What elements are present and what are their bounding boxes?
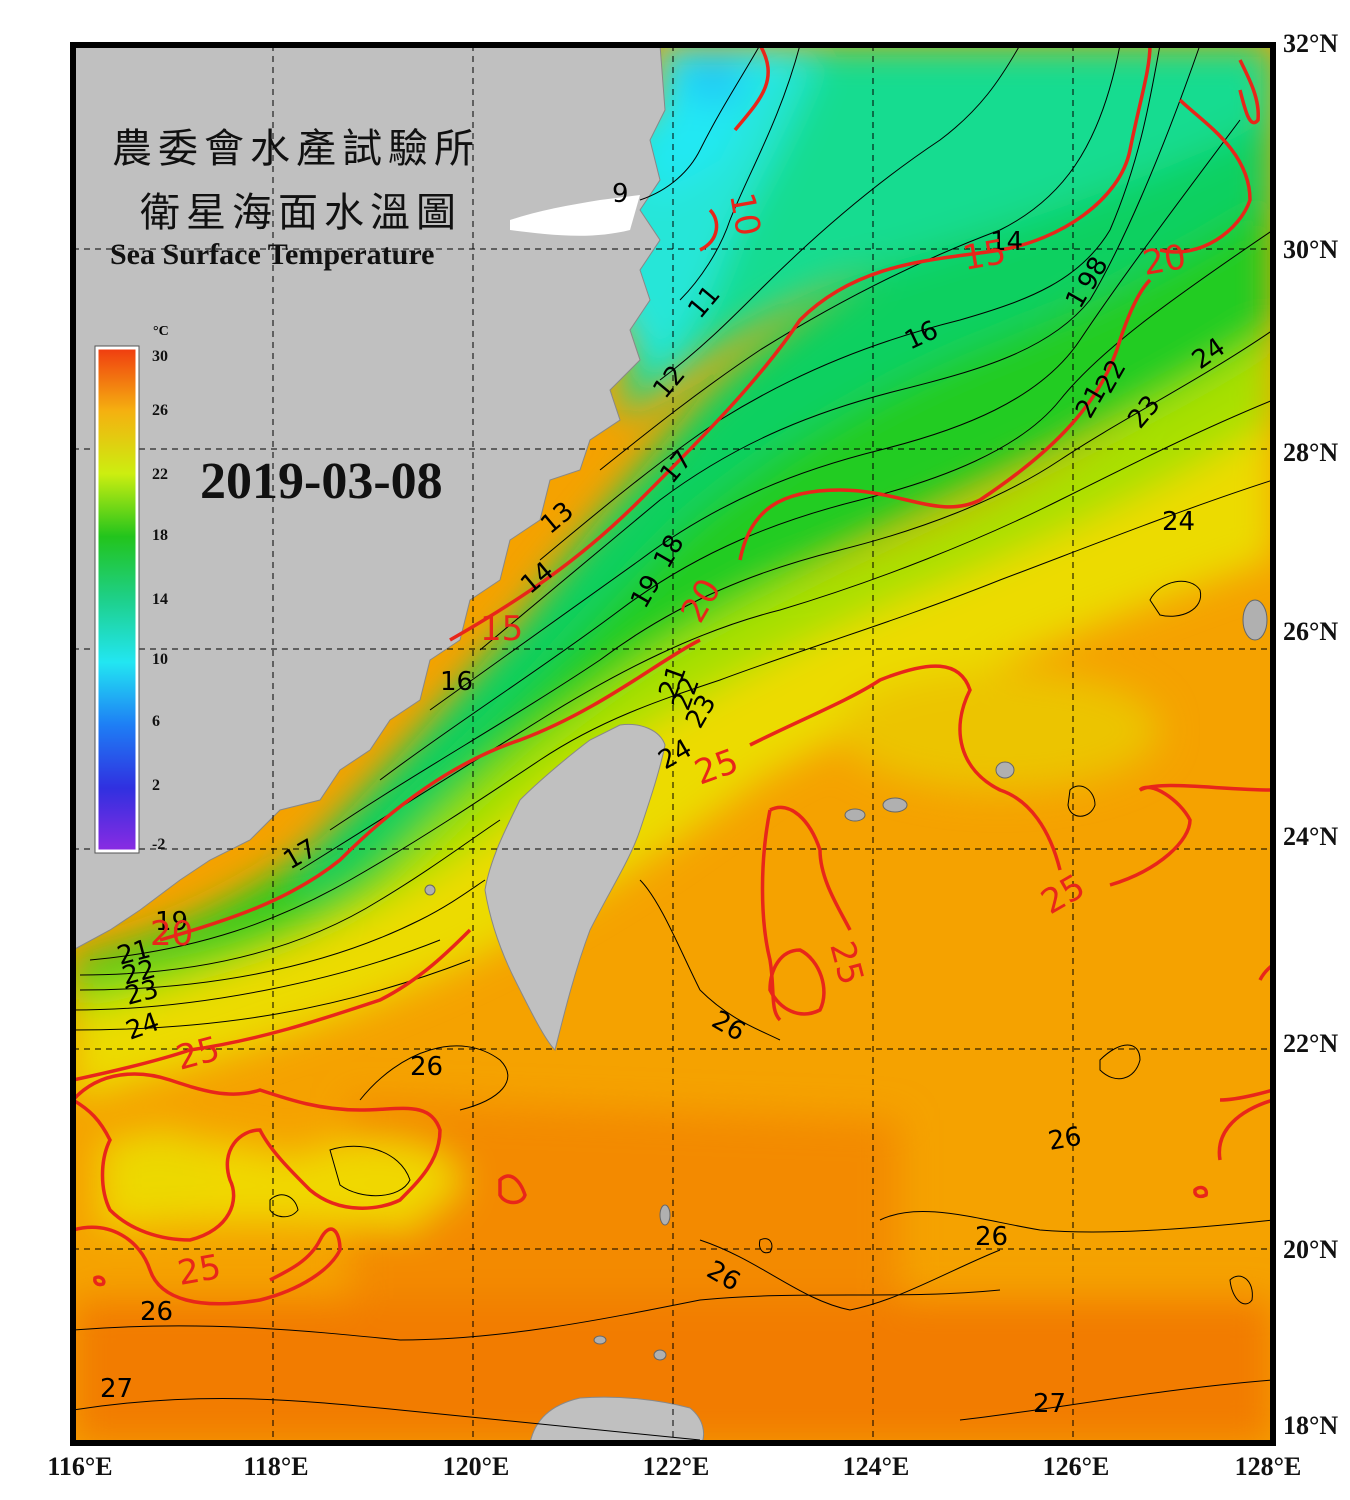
label-9: 9 — [612, 179, 629, 209]
land-mainland — [73, 45, 666, 951]
grid-lines — [73, 45, 1273, 1443]
colorbar-tick: 14 — [152, 591, 168, 608]
title-chinese-line2: 衛星海面水溫圖 — [140, 190, 462, 236]
svg-text:27: 27 — [100, 1374, 133, 1404]
colorbar-tick: -2 — [152, 836, 166, 853]
svg-text:20: 20 — [1140, 237, 1190, 284]
svg-text:24: 24 — [1162, 507, 1195, 537]
svg-text:14: 14 — [990, 227, 1023, 257]
small-islands — [424, 599, 1268, 1361]
red-contour-labels: 10 15 15 20 20 20 25 25 25 25 25 — [150, 190, 1189, 1294]
lat-label: 20°N — [1283, 1235, 1339, 1264]
colorbar-tick: 26 — [152, 402, 168, 419]
lon-label: 124°E — [842, 1452, 910, 1481]
svg-text:26: 26 — [1046, 1122, 1084, 1157]
lon-label: 128°E — [1234, 1452, 1302, 1481]
lon-label: 116°E — [47, 1452, 113, 1481]
black-contours — [73, 45, 1273, 1441]
svg-text:20: 20 — [150, 914, 193, 954]
colorbar-tick: 22 — [152, 466, 168, 483]
red-contours — [73, 45, 1273, 1306]
svg-text:26: 26 — [140, 1297, 173, 1327]
lat-label: 30°N — [1283, 235, 1339, 264]
date-label: 2019-03-08 — [200, 453, 443, 510]
svg-text:19: 19 — [155, 907, 188, 937]
svg-text:25: 25 — [175, 1247, 225, 1294]
sst-field: 9 11 12 13 14 14 16 16 17 17 18 19 19 1 … — [73, 45, 1273, 1443]
lat-label: 28°N — [1283, 438, 1339, 467]
lat-label: 24°N — [1283, 822, 1339, 851]
title-english: Sea Surface Temperature — [110, 238, 435, 271]
colorbar — [95, 346, 139, 853]
lon-label: 126°E — [1042, 1452, 1110, 1481]
land-luzon — [529, 1396, 704, 1443]
lon-label: 122°E — [642, 1452, 710, 1481]
lon-label: 120°E — [442, 1452, 510, 1481]
lat-label: 32°N — [1283, 29, 1339, 58]
svg-text:10: 10 — [721, 190, 768, 240]
colorbar-tick: 2 — [152, 777, 160, 794]
svg-text:16: 16 — [440, 667, 473, 697]
svg-text:27: 27 — [1033, 1389, 1066, 1419]
lat-label: 18°N — [1283, 1411, 1339, 1440]
lat-label: 22°N — [1283, 1029, 1339, 1058]
title-chinese-line1: 農委會水產試驗所 — [112, 126, 480, 172]
map-frame — [70, 42, 1276, 1446]
svg-text:26: 26 — [410, 1052, 443, 1082]
colorbar-tick: 6 — [152, 713, 160, 730]
colorbar-tick: 18 — [152, 527, 168, 544]
svg-text:15: 15 — [960, 232, 1010, 279]
lat-label: 26°N — [1283, 617, 1339, 646]
lon-label: 118°E — [243, 1452, 309, 1481]
colorbar-unit: °C — [153, 324, 169, 339]
colorbar-tick: 30 — [152, 348, 168, 365]
svg-text:15: 15 — [480, 609, 523, 649]
svg-text:26: 26 — [975, 1222, 1008, 1252]
land-taiwan — [484, 723, 666, 1051]
colorbar-tick: 10 — [152, 651, 168, 668]
